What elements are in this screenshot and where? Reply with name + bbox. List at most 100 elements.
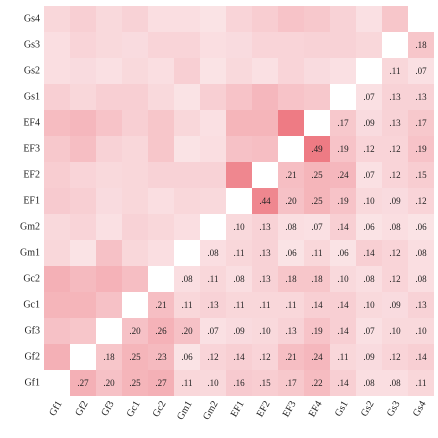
heat-cell-mirror: [252, 136, 278, 162]
cell-label: .08: [415, 248, 427, 258]
heat-cell-mirror: [70, 188, 96, 214]
cell-label: .19: [311, 326, 323, 336]
cell-label: .13: [207, 300, 219, 310]
x-tick-label: EF1: [229, 399, 247, 419]
heat-cell: [148, 318, 174, 344]
cell-label: .44: [259, 196, 271, 206]
cell-label: .10: [233, 222, 245, 232]
cell-label: .08: [285, 222, 297, 232]
heat-cell: [304, 292, 330, 318]
heat-cell-mirror: [96, 266, 122, 292]
heat-cell: [252, 318, 278, 344]
heat-cell: [382, 136, 408, 162]
cell-label: .11: [234, 300, 245, 310]
heat-cell: [122, 344, 148, 370]
heat-cell: [96, 370, 122, 396]
heat-cell: [304, 266, 330, 292]
heat-cell-mirror: [70, 162, 96, 188]
heat-cell-mirror: [148, 214, 174, 240]
heat-cell: [304, 214, 330, 240]
heat-cell: [252, 292, 278, 318]
heat-cell-mirror: [252, 58, 278, 84]
cell-label: .13: [415, 300, 427, 310]
cell-label: .08: [389, 378, 401, 388]
heat-cell-mirror: [278, 110, 304, 136]
heat-cell-mirror: [278, 58, 304, 84]
cell-label: .20: [129, 326, 141, 336]
heat-cell-mirror: [304, 6, 330, 32]
heat-cell: [330, 266, 356, 292]
heat-cell-mirror: [174, 162, 200, 188]
cell-label: .24: [311, 352, 323, 362]
y-tick-label: Gf2: [24, 351, 40, 362]
heat-cell: [408, 344, 434, 370]
cell-label: .11: [208, 274, 219, 284]
heat-cell-mirror: [174, 58, 200, 84]
heat-cell-mirror: [278, 84, 304, 110]
cell-label: .14: [311, 300, 323, 310]
heat-cell-mirror: [70, 32, 96, 58]
heat-cell-mirror: [174, 32, 200, 58]
cell-label: .08: [363, 274, 375, 284]
heat-cell: [252, 266, 278, 292]
cell-label: .10: [415, 326, 427, 336]
heat-cell: [382, 240, 408, 266]
heat-cell-mirror: [70, 58, 96, 84]
heat-cell-mirror: [44, 6, 70, 32]
heat-cell: [200, 240, 226, 266]
cell-label: .09: [363, 118, 375, 128]
heat-cell: [356, 136, 382, 162]
heat-cell-mirror: [226, 84, 252, 110]
cell-label: .20: [181, 326, 193, 336]
heat-cell-mirror: [122, 110, 148, 136]
cell-label: .21: [285, 170, 296, 180]
heat-cell-mirror: [70, 136, 96, 162]
heat-cell: [330, 318, 356, 344]
cell-label: .11: [338, 352, 349, 362]
heat-cell: [330, 370, 356, 396]
cell-label: .11: [182, 300, 193, 310]
heat-cell: [330, 240, 356, 266]
cell-label: .07: [311, 222, 323, 232]
heat-cell: [226, 344, 252, 370]
heat-cell: [278, 162, 304, 188]
heat-cell-mirror: [200, 84, 226, 110]
heat-cell: [200, 344, 226, 370]
heat-cell-mirror: [96, 6, 122, 32]
cell-label: .12: [415, 196, 426, 206]
cell-label: .25: [129, 378, 141, 388]
cell-label: .07: [363, 170, 375, 180]
heat-cell-mirror: [174, 136, 200, 162]
heat-cell-mirror: [226, 6, 252, 32]
heat-cell-mirror: [44, 318, 70, 344]
heat-cell: [304, 344, 330, 370]
heat-cell: [148, 292, 174, 318]
heat-cell-mirror: [148, 6, 174, 32]
heat-cell-mirror: [96, 214, 122, 240]
heat-cell: [200, 318, 226, 344]
cell-label: .12: [389, 248, 400, 258]
heat-cell-mirror: [304, 32, 330, 58]
heat-cell: [356, 318, 382, 344]
heat-cell: [330, 292, 356, 318]
x-tick-label: Gf3: [99, 399, 116, 418]
cell-label: .12: [389, 170, 400, 180]
heat-cell-mirror: [70, 6, 96, 32]
heat-cell: [408, 84, 434, 110]
cell-label: .13: [259, 222, 271, 232]
heat-cell-mirror: [122, 32, 148, 58]
cell-label: .12: [389, 352, 400, 362]
heat-cell-mirror: [304, 58, 330, 84]
heat-cell: [408, 240, 434, 266]
heat-cell-mirror: [122, 162, 148, 188]
heat-cell-mirror: [122, 214, 148, 240]
y-tick-label: Gs4: [24, 13, 40, 24]
heat-cell: [252, 370, 278, 396]
heat-cell-mirror: [44, 32, 70, 58]
cell-label: .09: [389, 300, 401, 310]
cell-label: .25: [311, 170, 323, 180]
cell-label: .10: [207, 378, 219, 388]
cell-label: .11: [286, 300, 297, 310]
cell-label: .07: [363, 92, 375, 102]
heat-cell-mirror: [200, 136, 226, 162]
